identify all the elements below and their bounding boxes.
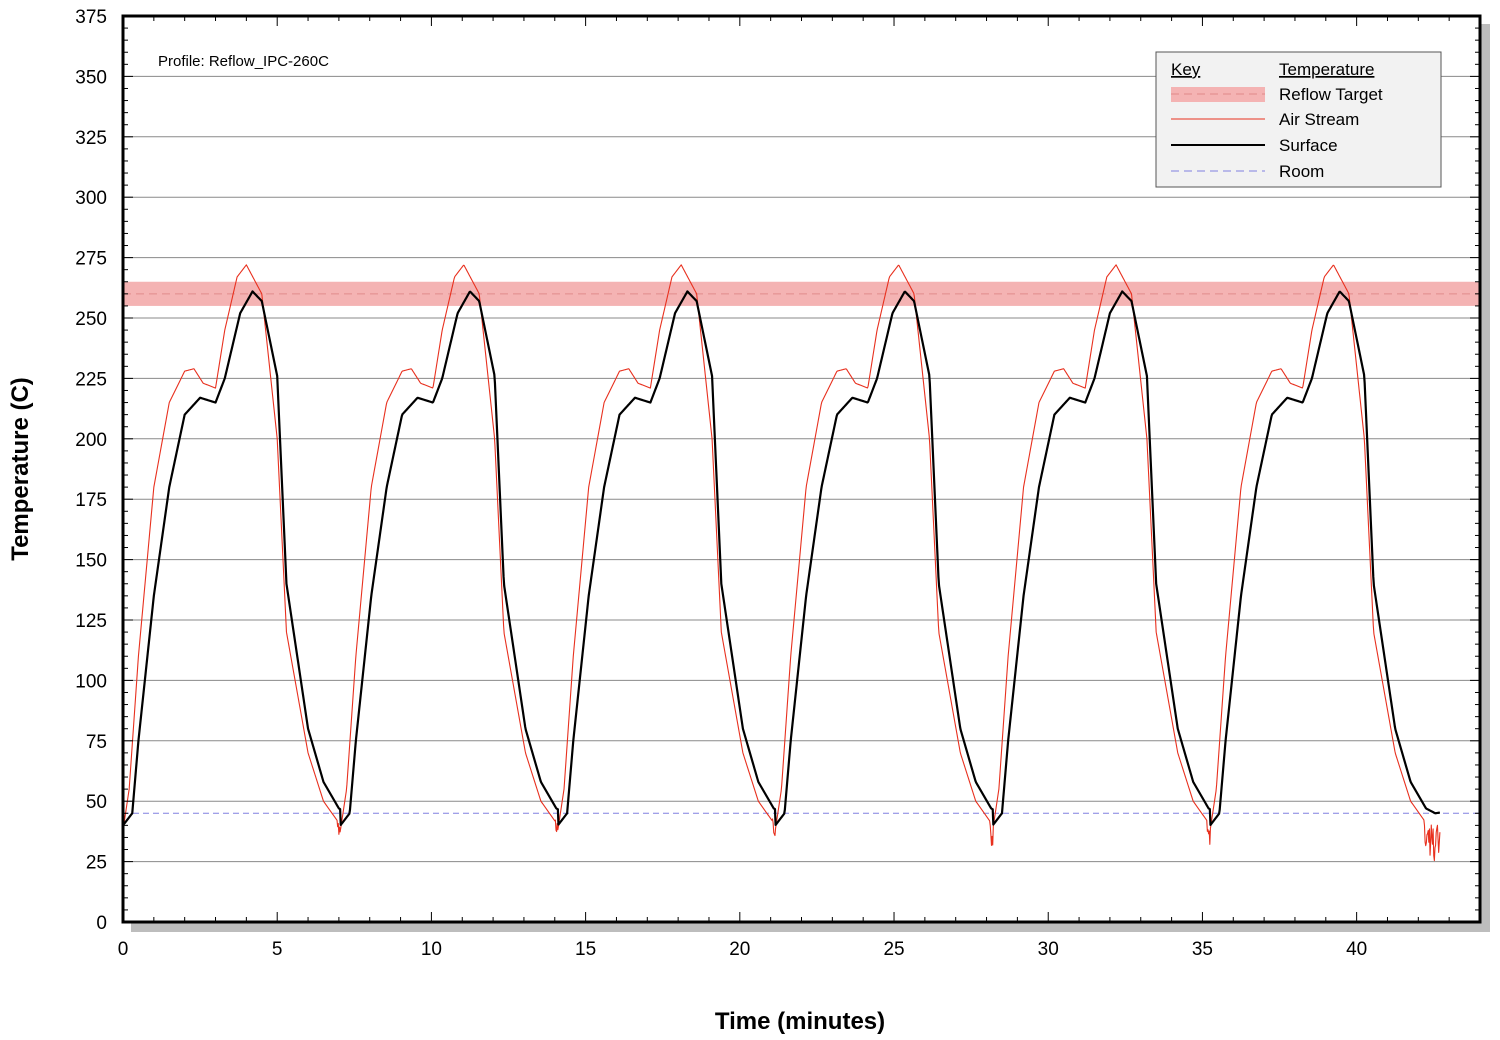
y-tick-label-350: 350 [75, 67, 107, 88]
y-tick-label-250: 250 [75, 309, 107, 330]
legend-label-reflow-target: Reflow Target [1279, 85, 1383, 104]
x-tick-label-25: 25 [883, 939, 904, 960]
profile-annotation: Profile: Reflow_IPC-260C [158, 53, 329, 70]
x-tick-label-40: 40 [1346, 939, 1367, 960]
y-tick-label-275: 275 [75, 249, 107, 270]
series-air-stream-line [122, 264, 1441, 862]
y-axis-title: Temperature (C) [7, 377, 34, 561]
ticks [122, 15, 1481, 923]
y-tick-labels: 0 25 50 75 100 125 150 175 200 225 250 275 300 325 350… [75, 7, 107, 934]
y-tick-label-225: 225 [75, 369, 107, 390]
y-tick-label-375: 375 [75, 7, 107, 28]
y-tick-label-325: 325 [75, 128, 107, 149]
x-tick-label-0: 0 [118, 939, 129, 960]
x-tick-label-10: 10 [421, 939, 442, 960]
legend-label-surface: Surface [1279, 136, 1338, 155]
y-tick-label-0: 0 [96, 913, 107, 934]
y-tick-label-200: 200 [75, 430, 107, 451]
y-tick-label-150: 150 [75, 551, 107, 572]
x-tick-labels: 0 5 10 15 20 25 30 35 40 [118, 939, 1367, 960]
y-tick-label-100: 100 [75, 671, 107, 692]
x-tick-label-5: 5 [272, 939, 283, 960]
y-tick-label-300: 300 [75, 188, 107, 209]
y-tick-label-125: 125 [75, 611, 107, 632]
x-tick-label-30: 30 [1038, 939, 1059, 960]
reflow-target-band [123, 281, 1480, 306]
legend: Key Temperature Reflow Target Air Stream… [1155, 51, 1442, 188]
series-layer [122, 264, 1441, 862]
series-surface-line [122, 290, 1441, 827]
legend-header-temperature: Temperature [1279, 60, 1374, 79]
x-tick-label-20: 20 [729, 939, 750, 960]
y-tick-label-75: 75 [86, 732, 107, 753]
y-tick-label-25: 25 [86, 853, 107, 874]
y-tick-label-50: 50 [86, 792, 107, 813]
x-axis-title: Time (minutes) [715, 1008, 885, 1035]
legend-header-key: Key [1171, 60, 1201, 79]
y-tick-label-175: 175 [75, 490, 107, 511]
legend-label-air-stream: Air Stream [1279, 110, 1359, 129]
x-tick-label-35: 35 [1192, 939, 1213, 960]
x-tick-label-15: 15 [575, 939, 596, 960]
legend-label-room: Room [1279, 162, 1324, 181]
